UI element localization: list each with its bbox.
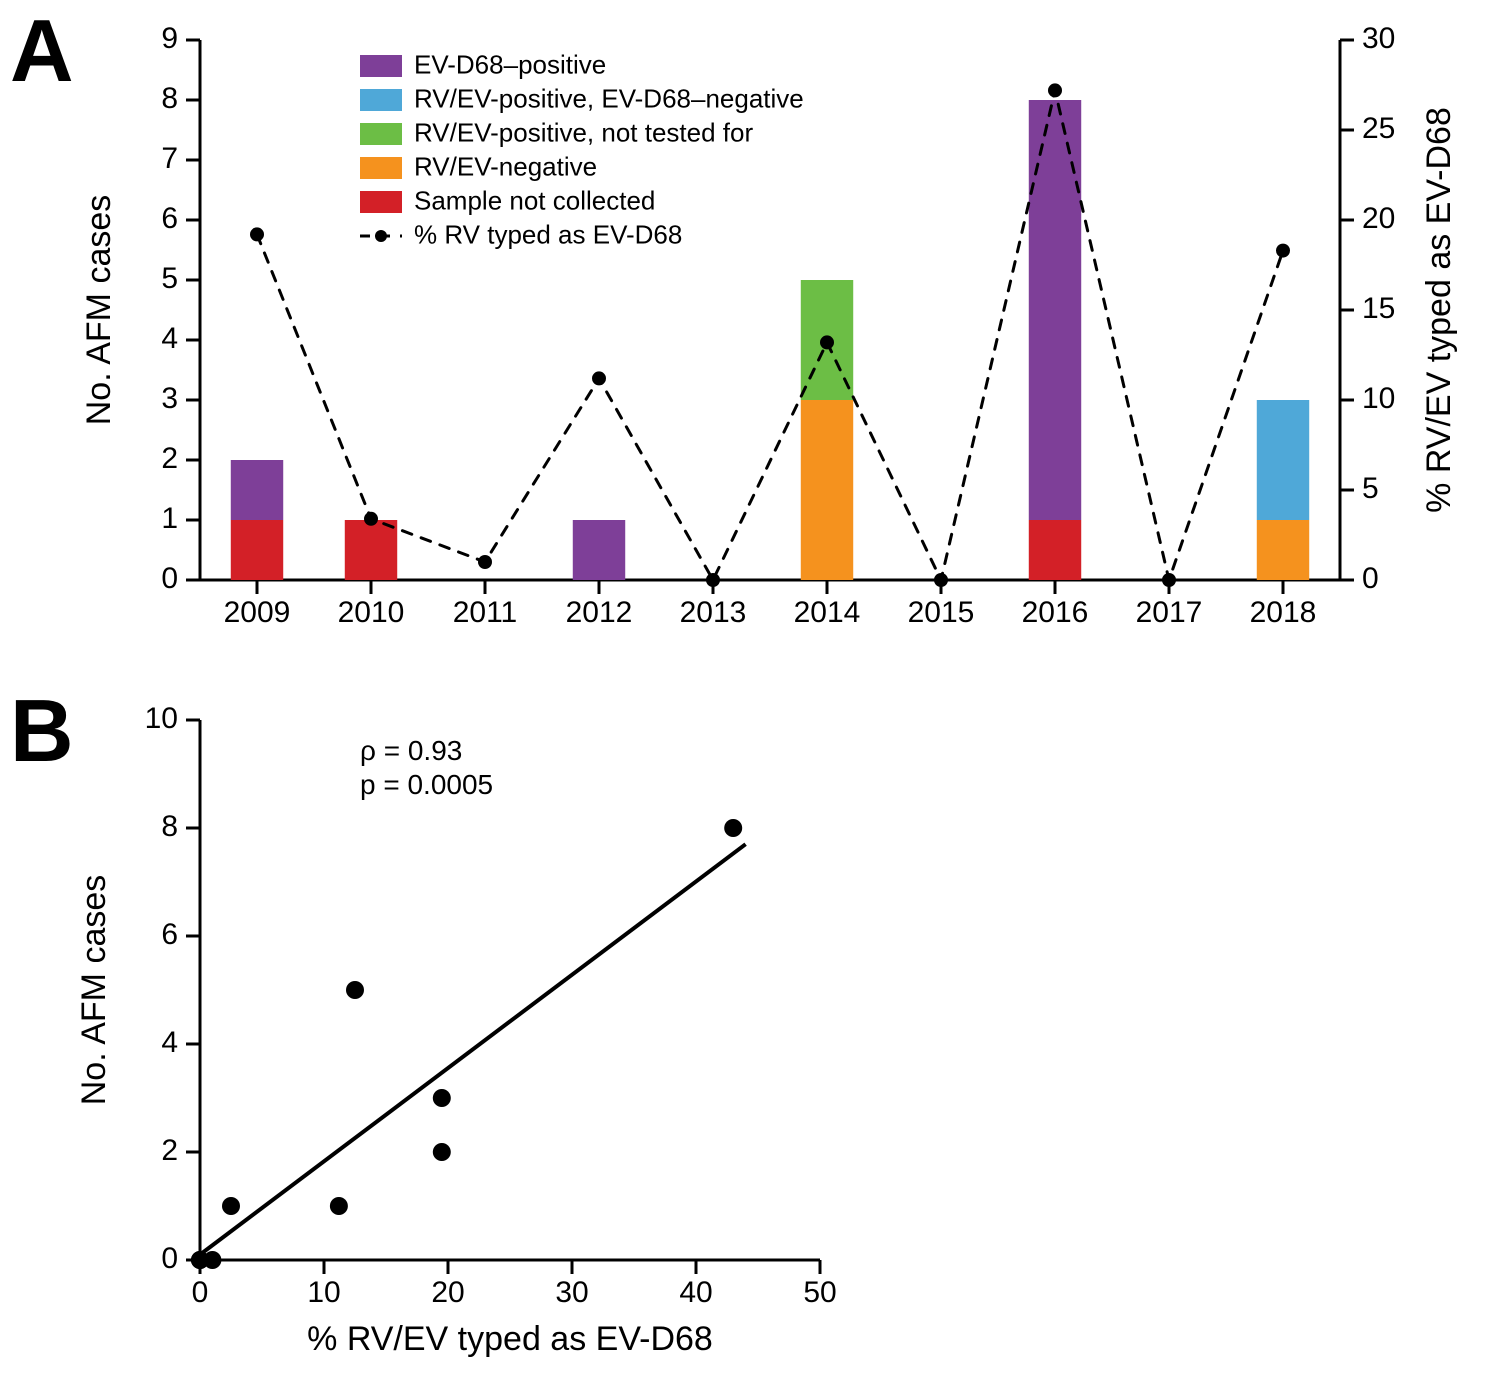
legend-label: RV/EV-positive, EV-D68–negative — [414, 84, 804, 114]
legend-label: % RV typed as EV-D68 — [414, 220, 682, 250]
percent-marker — [250, 227, 264, 241]
y-left-tick-label: 1 — [161, 502, 178, 535]
scatter-point — [433, 1143, 451, 1161]
panel-a-chart: 0 1 2 3 4 5 6 7 8 9 No. AFM cases 0 5 10 15 20 25 30 % RV/… — [0, 0, 1500, 700]
legend-swatch — [360, 157, 402, 179]
legend-swatch — [360, 123, 402, 145]
legend-swatch — [360, 191, 402, 213]
percent-marker — [592, 371, 606, 385]
x-tick-label: 20 — [431, 1276, 464, 1309]
bar-segment-not_collected — [1029, 520, 1081, 580]
scatter-point — [346, 981, 364, 999]
scatter-point — [724, 819, 742, 837]
bar-segment-evd68_pos — [231, 460, 283, 520]
y-left-tick-label: 8 — [161, 82, 178, 115]
legend-label: EV-D68–positive — [414, 50, 606, 80]
x-tick-label: 2015 — [908, 596, 975, 629]
y-tick-label: 10 — [145, 702, 178, 735]
bar-segment-evd68_pos — [573, 520, 625, 580]
fit-line — [200, 844, 746, 1254]
x-tick-label: 2016 — [1022, 596, 1089, 629]
y-tick-label: 4 — [161, 1026, 178, 1059]
y-left-title: No. AFM cases — [80, 195, 118, 426]
y-right-tick-label: 25 — [1362, 112, 1395, 145]
bar-segment-not_collected — [231, 520, 283, 580]
bar-segment-negative — [1257, 520, 1309, 580]
y-tick-label: 6 — [161, 918, 178, 951]
scatter-point — [191, 1251, 209, 1269]
scatter-point — [330, 1197, 348, 1215]
y-tick-label: 0 — [161, 1242, 178, 1275]
y-right-tick-label: 30 — [1362, 22, 1395, 55]
percent-line — [257, 90, 1283, 580]
x-tick-label: 2018 — [1250, 596, 1317, 629]
percent-marker — [1162, 573, 1176, 587]
bar-segment-rv_pos_evd68_neg — [1257, 400, 1309, 520]
y-right-tick-label: 5 — [1362, 472, 1379, 505]
percent-marker — [364, 512, 378, 526]
y-right-tick-label: 10 — [1362, 382, 1395, 415]
x-tick-label: 40 — [679, 1276, 712, 1309]
x-tick-label: 2012 — [566, 596, 633, 629]
panel-b-chart: 0 2 4 6 8 10 No. AFM cases 0 10 20 30 40 50 % RV/EV t… — [0, 690, 1000, 1390]
scatter-point — [433, 1089, 451, 1107]
x-tick-label: 2017 — [1136, 596, 1203, 629]
y-left-tick-label: 2 — [161, 442, 178, 475]
legend-label: RV/EV-positive, not tested for — [414, 118, 753, 148]
y-right-tick-label: 20 — [1362, 202, 1395, 235]
percent-marker — [1276, 244, 1290, 258]
legend-label: RV/EV-negative — [414, 152, 597, 182]
legend-swatch — [360, 55, 402, 77]
y-title: No. AFM cases — [75, 875, 113, 1106]
bar-segment-negative — [801, 400, 853, 580]
stat-rho: ρ = 0.93 — [360, 735, 462, 766]
y-left-tick-label: 9 — [161, 22, 178, 55]
x-tick-label: 2011 — [453, 596, 518, 629]
percent-marker — [934, 573, 948, 587]
y-left-tick-label: 4 — [161, 322, 178, 355]
legend-label: Sample not collected — [414, 186, 655, 216]
x-tick-label: 50 — [803, 1276, 836, 1309]
percent-marker — [478, 555, 492, 569]
percent-marker — [706, 573, 720, 587]
x-tick-label: 0 — [192, 1276, 209, 1309]
y-left-tick-label: 0 — [161, 562, 178, 595]
percent-marker — [1048, 83, 1062, 97]
y-left-tick-label: 3 — [161, 382, 178, 415]
stat-p: p = 0.0005 — [360, 769, 493, 800]
y-right-tick-label: 0 — [1362, 562, 1379, 595]
x-tick-label: 30 — [555, 1276, 588, 1309]
scatter-point — [222, 1197, 240, 1215]
y-left-tick-label: 6 — [161, 202, 178, 235]
percent-marker — [820, 335, 834, 349]
y-tick-label: 2 — [161, 1134, 178, 1167]
x-tick-label: 2009 — [224, 596, 291, 629]
panel-b-plot: 0 2 4 6 8 10 No. AFM cases 0 10 20 30 40 50 % RV/EV t… — [75, 702, 837, 1358]
legend: EV-D68–positive RV/EV-positive, EV-D68–ne… — [360, 50, 804, 250]
legend-swatch — [360, 89, 402, 111]
y-tick-label: 8 — [161, 810, 178, 843]
x-tick-label: 2010 — [338, 596, 405, 629]
panel-a-plot: 0 1 2 3 4 5 6 7 8 9 No. AFM cases 0 5 10 15 20 25 30 % RV/… — [80, 22, 1458, 629]
y-left-tick-label: 5 — [161, 262, 178, 295]
y-right-title: % RV/EV typed as EV-D68 — [1420, 107, 1458, 513]
x-tick-label: 10 — [307, 1276, 340, 1309]
y-left-tick-label: 7 — [161, 142, 178, 175]
x-title: % RV/EV typed as EV-D68 — [307, 1320, 713, 1358]
x-tick-label: 2013 — [680, 596, 747, 629]
y-right-tick-label: 15 — [1362, 292, 1395, 325]
bar-segment-not_collected — [345, 520, 397, 580]
x-tick-label: 2014 — [794, 596, 861, 629]
legend-marker-icon — [375, 230, 387, 242]
